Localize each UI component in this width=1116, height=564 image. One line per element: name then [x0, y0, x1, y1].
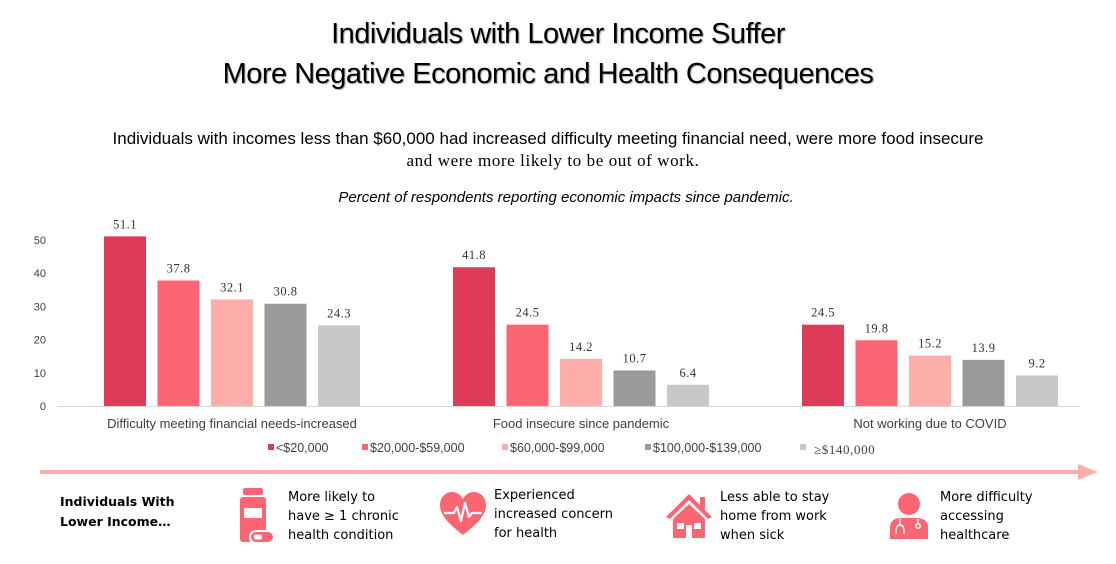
data-label: 30.8: [274, 285, 298, 299]
heart-pulse-icon: [438, 484, 488, 544]
doctor-icon: [884, 486, 934, 546]
feature-text-line: More difficulty: [940, 489, 1033, 505]
y-tick-label: 40: [34, 268, 46, 280]
feature-text: Experienced increased concern for health: [494, 486, 613, 543]
data-label: 6.4: [679, 366, 696, 380]
feature-text: More likely to have ≥ 1 chronic health c…: [288, 488, 399, 545]
feature-stay-home: Less able to stay home from work when si…: [664, 486, 829, 546]
feature-text-line: home from work: [720, 508, 827, 524]
footer-label-line-2: Lower Income…: [60, 514, 171, 529]
bar: [667, 384, 709, 406]
medicine-bottle-icon: [232, 486, 282, 546]
data-label: 41.8: [462, 248, 486, 262]
data-label: 24.5: [811, 306, 835, 320]
y-tick-label: 0: [40, 401, 46, 413]
feature-text-line: health condition: [288, 527, 394, 543]
feature-text-line: have ≥ 1 chronic: [288, 508, 399, 524]
legend-swatch: [362, 444, 368, 450]
legend-swatch: [800, 444, 806, 450]
bar: [104, 236, 146, 406]
data-label: 19.8: [865, 321, 889, 335]
bar: [1016, 375, 1058, 406]
feature-text-line: Less able to stay: [720, 489, 830, 505]
feature-text-line: More likely to: [288, 489, 376, 505]
legend-label: $60,000-$99,000: [510, 441, 605, 455]
bar: [453, 267, 495, 406]
bar: [560, 358, 602, 406]
legend-swatch: [268, 444, 274, 450]
page-title-line-2: More Negative Economic and Health Conseq…: [222, 58, 874, 90]
feature-text-line: accessing: [940, 508, 1004, 524]
bar-chart: 0 10 20 30 40 50 51.1 37.8 32.1 30.8 24.3 Difficult…: [34, 217, 1080, 457]
feature-text-line: increased concern: [494, 506, 614, 522]
feature-text: More difficulty accessing healthcare: [940, 488, 1033, 545]
data-label: 32.1: [220, 280, 244, 294]
data-label: 37.8: [167, 262, 191, 276]
bar: [613, 370, 656, 406]
data-label: 51.1: [113, 217, 137, 231]
house-icon: [664, 486, 714, 546]
footer-label-line-1: Individuals With: [60, 494, 175, 509]
x-category-label: Not working due to COVID: [853, 416, 1006, 431]
bar: [506, 324, 549, 406]
legend-label: $100,000-$139,000: [653, 441, 761, 455]
data-label: 10.7: [623, 351, 647, 365]
bar: [157, 280, 200, 406]
data-label: 9.2: [1028, 356, 1045, 370]
legend-label: ≥$140,000: [814, 442, 875, 457]
footer-label: Individuals With Lower Income…: [60, 492, 175, 532]
y-tick-label: 50: [34, 235, 46, 247]
subtitle-line-1: Individuals with incomes less than $60,0…: [112, 129, 984, 148]
bar: [962, 359, 1005, 406]
bar: [802, 324, 844, 406]
chart-caption: Percent of respondents reporting economi…: [338, 189, 794, 206]
feature-text-line: for health: [494, 525, 558, 541]
arrow-head-icon: [1078, 464, 1098, 480]
feature-chronic-condition: More likely to have ≥ 1 chronic health c…: [232, 486, 399, 546]
y-tick-label: 10: [34, 368, 46, 380]
legend-swatch: [502, 444, 508, 450]
feature-healthcare-access: More difficulty accessing healthcare: [884, 486, 1033, 546]
feature-text-line: when sick: [720, 527, 785, 543]
bar: [909, 355, 951, 406]
data-label: 13.9: [972, 341, 996, 355]
data-label: 15.2: [918, 337, 942, 351]
data-label: 24.5: [516, 306, 540, 320]
bar: [264, 303, 307, 406]
legend-swatch: [645, 444, 651, 450]
subtitle-line-2: and were more likely to be out of work.: [406, 151, 700, 170]
x-category-label: Difficulty meeting financial needs-incre…: [107, 416, 357, 431]
data-label: 14.2: [569, 340, 593, 354]
feature-text: Less able to stay home from work when si…: [720, 488, 829, 545]
bar: [318, 325, 360, 406]
x-category-label: Food insecure since pandemic: [493, 416, 670, 431]
legend-label: <$20,000: [276, 441, 329, 455]
bar: [211, 299, 253, 406]
feature-text-line: healthcare: [940, 527, 1010, 543]
bar: [855, 340, 898, 406]
page-title-line-1: Individuals with Lower Income Suffer: [331, 18, 785, 50]
y-tick-label: 20: [34, 335, 46, 347]
feature-health-concern: Experienced increased concern for health: [438, 484, 613, 544]
legend-label: $20,000-$59,000: [370, 441, 465, 455]
y-tick-label: 30: [34, 301, 46, 313]
data-label: 24.3: [327, 306, 351, 320]
feature-text-line: Experienced: [494, 487, 575, 503]
